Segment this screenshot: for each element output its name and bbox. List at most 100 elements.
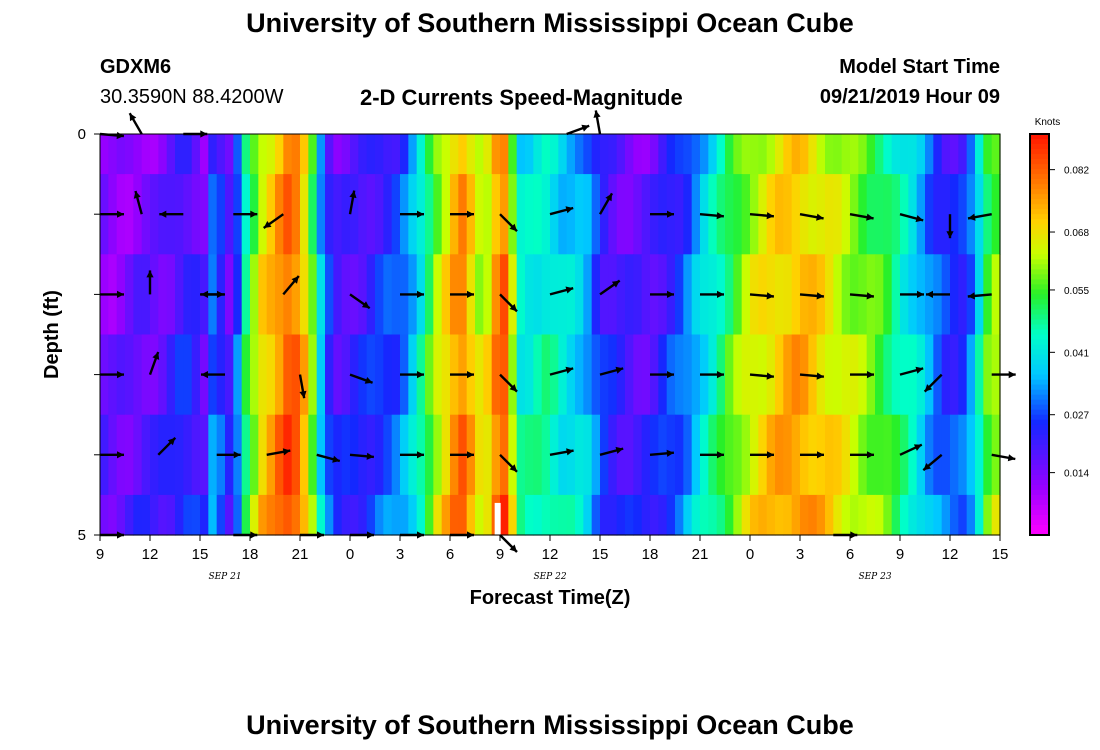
heatmap-cell (266, 254, 276, 336)
colorbar-segment (1030, 294, 1049, 301)
heatmap-cell (483, 334, 493, 416)
colorbar-segment (1030, 484, 1049, 491)
heatmap-cell (916, 174, 926, 255)
heatmap-cell (508, 414, 518, 496)
heatmap-cell (483, 414, 493, 496)
heatmap-cell (241, 414, 251, 496)
heatmap-cell (733, 254, 743, 336)
colorbar-segment (1030, 364, 1049, 371)
current-arrow (967, 292, 992, 300)
heatmap-cell (791, 254, 801, 336)
heatmap-cell (200, 174, 209, 255)
arrow-head (317, 531, 324, 539)
heatmap-cell (483, 174, 493, 255)
heatmap-cell (141, 174, 151, 255)
colorbar-segment (1030, 304, 1049, 311)
heatmap-cell (541, 254, 551, 336)
heatmap-cell (983, 494, 993, 536)
heatmap-cell (291, 334, 301, 416)
heatmap-cell (591, 414, 601, 496)
heatmap-cell (491, 174, 501, 255)
heatmap-cell (175, 334, 184, 416)
heatmap-cell (800, 134, 809, 175)
heatmap-cell (775, 254, 784, 336)
colorbar-segment (1030, 499, 1049, 506)
colorbar-segment (1030, 374, 1049, 381)
heatmap-cell (383, 414, 393, 496)
heatmap-cell (550, 334, 559, 416)
heatmap-cell (608, 414, 618, 496)
current-arrow (650, 210, 674, 218)
heatmap-cell (825, 174, 834, 255)
x-tick-label: 6 (846, 546, 854, 563)
heatmap-cell (500, 174, 509, 255)
x-tick-label: 6 (446, 546, 454, 563)
heatmap-cell (283, 174, 293, 255)
current-arrow (899, 366, 924, 376)
heatmap-cell (366, 494, 376, 536)
heatmap-cell (533, 334, 543, 416)
arrow-head (605, 193, 612, 202)
heatmap-cell (525, 134, 534, 175)
current-arrow (348, 190, 357, 215)
heatmap-cell (833, 494, 843, 536)
heatmap-cell (916, 414, 926, 496)
heatmap-cell (316, 134, 326, 175)
heatmap-cell (650, 134, 659, 175)
heatmap-cell (400, 134, 409, 175)
heatmap-cell (616, 254, 626, 336)
heatmap-cell (683, 494, 693, 536)
heatmap-cell (608, 254, 618, 336)
current-arrow (450, 451, 474, 459)
current-arrow (499, 293, 518, 313)
heatmap-cell (291, 134, 301, 175)
heatmap-cell (725, 174, 734, 255)
heatmap-cell (641, 494, 651, 536)
heatmap-cell (825, 414, 834, 496)
arrow-head (566, 448, 574, 456)
current-arrow (450, 210, 474, 218)
heatmap-cell (491, 334, 501, 416)
heatmap-cell (675, 494, 684, 536)
heatmap-cell (616, 134, 626, 175)
heatmap-cell (283, 334, 293, 416)
heatmap-cell (900, 494, 909, 536)
heatmap-cell (108, 494, 118, 536)
heatmap-cell (641, 254, 651, 336)
colorbar-segment (1030, 434, 1049, 441)
current-arrow (100, 451, 124, 459)
current-arrow (800, 451, 824, 459)
heatmap-cell (725, 134, 734, 175)
heatmap-cell (700, 494, 709, 536)
colorbar-segment (1030, 489, 1049, 496)
heatmap-cell (741, 334, 751, 416)
heatmap-cell (841, 334, 851, 416)
colorbar-segment (1030, 329, 1049, 336)
colorbar-segment (1030, 289, 1049, 295)
current-arrow (450, 290, 474, 298)
heatmap-cell (583, 174, 593, 255)
heatmap-cell (491, 134, 501, 175)
heatmap-cell (516, 134, 526, 175)
heatmap-cell (916, 134, 926, 175)
x-tick-label: 9 (896, 546, 904, 563)
heatmap-cell (350, 174, 359, 255)
heatmap-cell (675, 414, 684, 496)
heatmap-cell (741, 254, 751, 336)
heatmap-cell (891, 134, 901, 175)
arrow-head (117, 451, 124, 459)
heatmap-cell (691, 134, 701, 175)
colorbar-segment (1030, 354, 1049, 361)
current-arrow (549, 448, 574, 456)
colorbar-segment (1030, 219, 1049, 225)
heatmap-cell (233, 334, 243, 416)
arrow-head (159, 210, 167, 218)
heatmap-cell (341, 414, 351, 496)
colorbar-tick-label: 0.027 (1064, 411, 1089, 422)
colorbar-segment (1030, 239, 1049, 245)
arrow-head (816, 292, 824, 300)
heatmap-cell (333, 254, 343, 336)
colorbar-segment (1030, 334, 1049, 341)
arrow-head (129, 113, 137, 122)
